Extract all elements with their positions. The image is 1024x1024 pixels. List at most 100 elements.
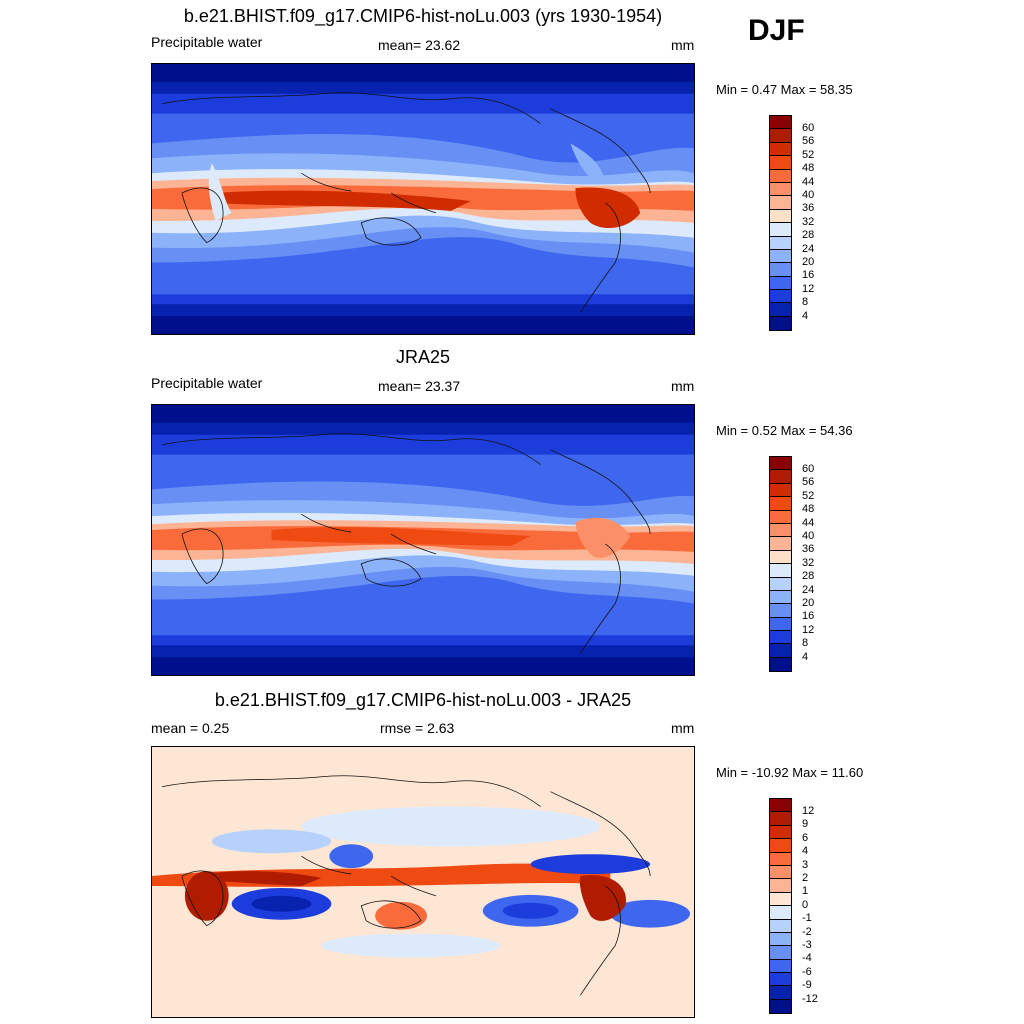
panel-3-mean-label: mean = 0.25 xyxy=(151,720,230,736)
panel-1-variable-label: Precipitable water xyxy=(151,34,263,50)
panel-3-map xyxy=(151,746,695,1018)
colorbar-swatch xyxy=(770,865,791,880)
colorbar-swatch xyxy=(770,577,791,591)
colorbar-swatch xyxy=(770,999,791,1014)
colorbar-swatch xyxy=(770,932,791,947)
colorbar-swatch xyxy=(770,290,791,304)
colorbar-swatch xyxy=(770,537,791,551)
colorbar-label: 16 xyxy=(802,269,815,282)
colorbar-label: 44 xyxy=(802,516,815,529)
colorbar-swatch xyxy=(770,169,791,183)
colorbar-swatch xyxy=(770,156,791,170)
panel-3-units: mm xyxy=(671,720,695,736)
panel-2-title: JRA25 xyxy=(395,347,451,367)
panel-3-rmse-label: rmse = 2.63 xyxy=(380,720,455,736)
colorbar-label: 24 xyxy=(802,583,815,596)
colorbar-label: -2 xyxy=(802,925,812,938)
colorbar-label: 32 xyxy=(802,556,815,569)
panel-3-minmax: Min = -10.92 Max = 11.60 xyxy=(716,765,864,780)
colorbar-swatch xyxy=(770,236,791,250)
colorbar-label: 52 xyxy=(802,489,815,502)
season-label: DJF xyxy=(748,14,805,47)
colorbar-label: 36 xyxy=(802,202,815,215)
colorbar-label: 4 xyxy=(802,650,809,663)
panel-1-mean-label: mean= 23.62 xyxy=(378,37,461,53)
colorbar-label: 12 xyxy=(802,623,815,636)
colorbar-swatch xyxy=(770,946,791,960)
panel-1-units: mm xyxy=(671,37,695,53)
colorbar-swatch xyxy=(770,550,791,565)
colorbar-swatch xyxy=(770,129,791,143)
colorbar-swatch xyxy=(770,959,791,974)
colorbar-label: 0 xyxy=(802,898,809,911)
colorbar-swatch xyxy=(770,631,791,645)
colorbar-swatch xyxy=(770,303,791,317)
colorbar-swatch xyxy=(770,892,791,907)
colorbar-label: 52 xyxy=(802,148,815,161)
colorbar-swatch xyxy=(770,116,791,130)
colorbar-label: 36 xyxy=(802,543,815,556)
colorbar-label: 56 xyxy=(802,135,815,148)
colorbar-swatch xyxy=(770,617,791,632)
colorbar-label: -9 xyxy=(802,979,812,992)
colorbar-swatch xyxy=(770,564,791,578)
colorbar-label: 2 xyxy=(802,871,809,884)
panel-3-title: b.e21.BHIST.f09_g17.CMIP6-hist-noLu.003 … xyxy=(214,690,632,710)
colorbar-label: 12 xyxy=(802,282,815,295)
colorbar-swatch xyxy=(770,523,791,538)
colorbar-label: 20 xyxy=(802,255,815,268)
colorbar-label: 1 xyxy=(802,885,809,898)
colorbar-swatch xyxy=(770,223,791,237)
colorbar-swatch xyxy=(770,182,791,197)
colorbar-label: 48 xyxy=(802,503,815,516)
colorbar-swatch xyxy=(770,812,791,826)
colorbar-swatch xyxy=(770,590,791,605)
panel-1-title: b.e21.BHIST.f09_g17.CMIP6-hist-noLu.003 … xyxy=(183,6,663,26)
colorbar-swatch xyxy=(770,986,791,1000)
colorbar-label: 56 xyxy=(802,476,815,489)
colorbar-swatch xyxy=(770,799,791,813)
colorbar-swatch xyxy=(770,209,791,224)
colorbar-swatch xyxy=(770,497,791,511)
colorbar-label: 8 xyxy=(802,296,809,309)
colorbar-label: 28 xyxy=(802,229,815,242)
panel-3-colorbar xyxy=(769,798,792,1015)
colorbar-label: 44 xyxy=(802,175,815,188)
colorbar-label: 60 xyxy=(802,462,815,475)
colorbar-label: 4 xyxy=(802,845,809,858)
colorbar-swatch xyxy=(770,276,791,291)
colorbar-label: -6 xyxy=(802,965,812,978)
colorbar-label: 28 xyxy=(802,570,815,583)
colorbar-swatch xyxy=(770,249,791,264)
colorbar-label: 8 xyxy=(802,637,809,650)
colorbar-label: -1 xyxy=(802,912,812,925)
colorbar-label: 40 xyxy=(802,188,815,201)
colorbar-label: 24 xyxy=(802,242,815,255)
colorbar-swatch xyxy=(770,316,791,331)
colorbar-swatch xyxy=(770,644,791,658)
panel-1-map xyxy=(151,63,695,335)
colorbar-label: 40 xyxy=(802,529,815,542)
panel-2-mean-label: mean= 23.37 xyxy=(378,378,461,394)
colorbar-swatch xyxy=(770,919,791,933)
colorbar-swatch xyxy=(770,470,791,484)
colorbar-swatch xyxy=(770,906,791,920)
colorbar-swatch xyxy=(770,657,791,672)
colorbar-swatch xyxy=(770,142,791,157)
colorbar-label: 4 xyxy=(802,309,809,322)
panel-2-colorbar xyxy=(769,456,792,673)
colorbar-swatch xyxy=(770,604,791,618)
colorbar-label: -12 xyxy=(802,992,818,1005)
colorbar-swatch xyxy=(770,483,791,498)
colorbar-label: -4 xyxy=(802,952,812,965)
colorbar-swatch xyxy=(770,839,791,853)
colorbar-swatch xyxy=(770,825,791,840)
colorbar-swatch xyxy=(770,196,791,210)
colorbar-label: 60 xyxy=(802,121,815,134)
panel-2-map xyxy=(151,404,695,676)
colorbar-label: 12 xyxy=(802,804,815,817)
colorbar-label: 9 xyxy=(802,818,809,831)
colorbar-swatch xyxy=(770,879,791,893)
colorbar-swatch xyxy=(770,852,791,866)
colorbar-label: 6 xyxy=(802,831,809,844)
